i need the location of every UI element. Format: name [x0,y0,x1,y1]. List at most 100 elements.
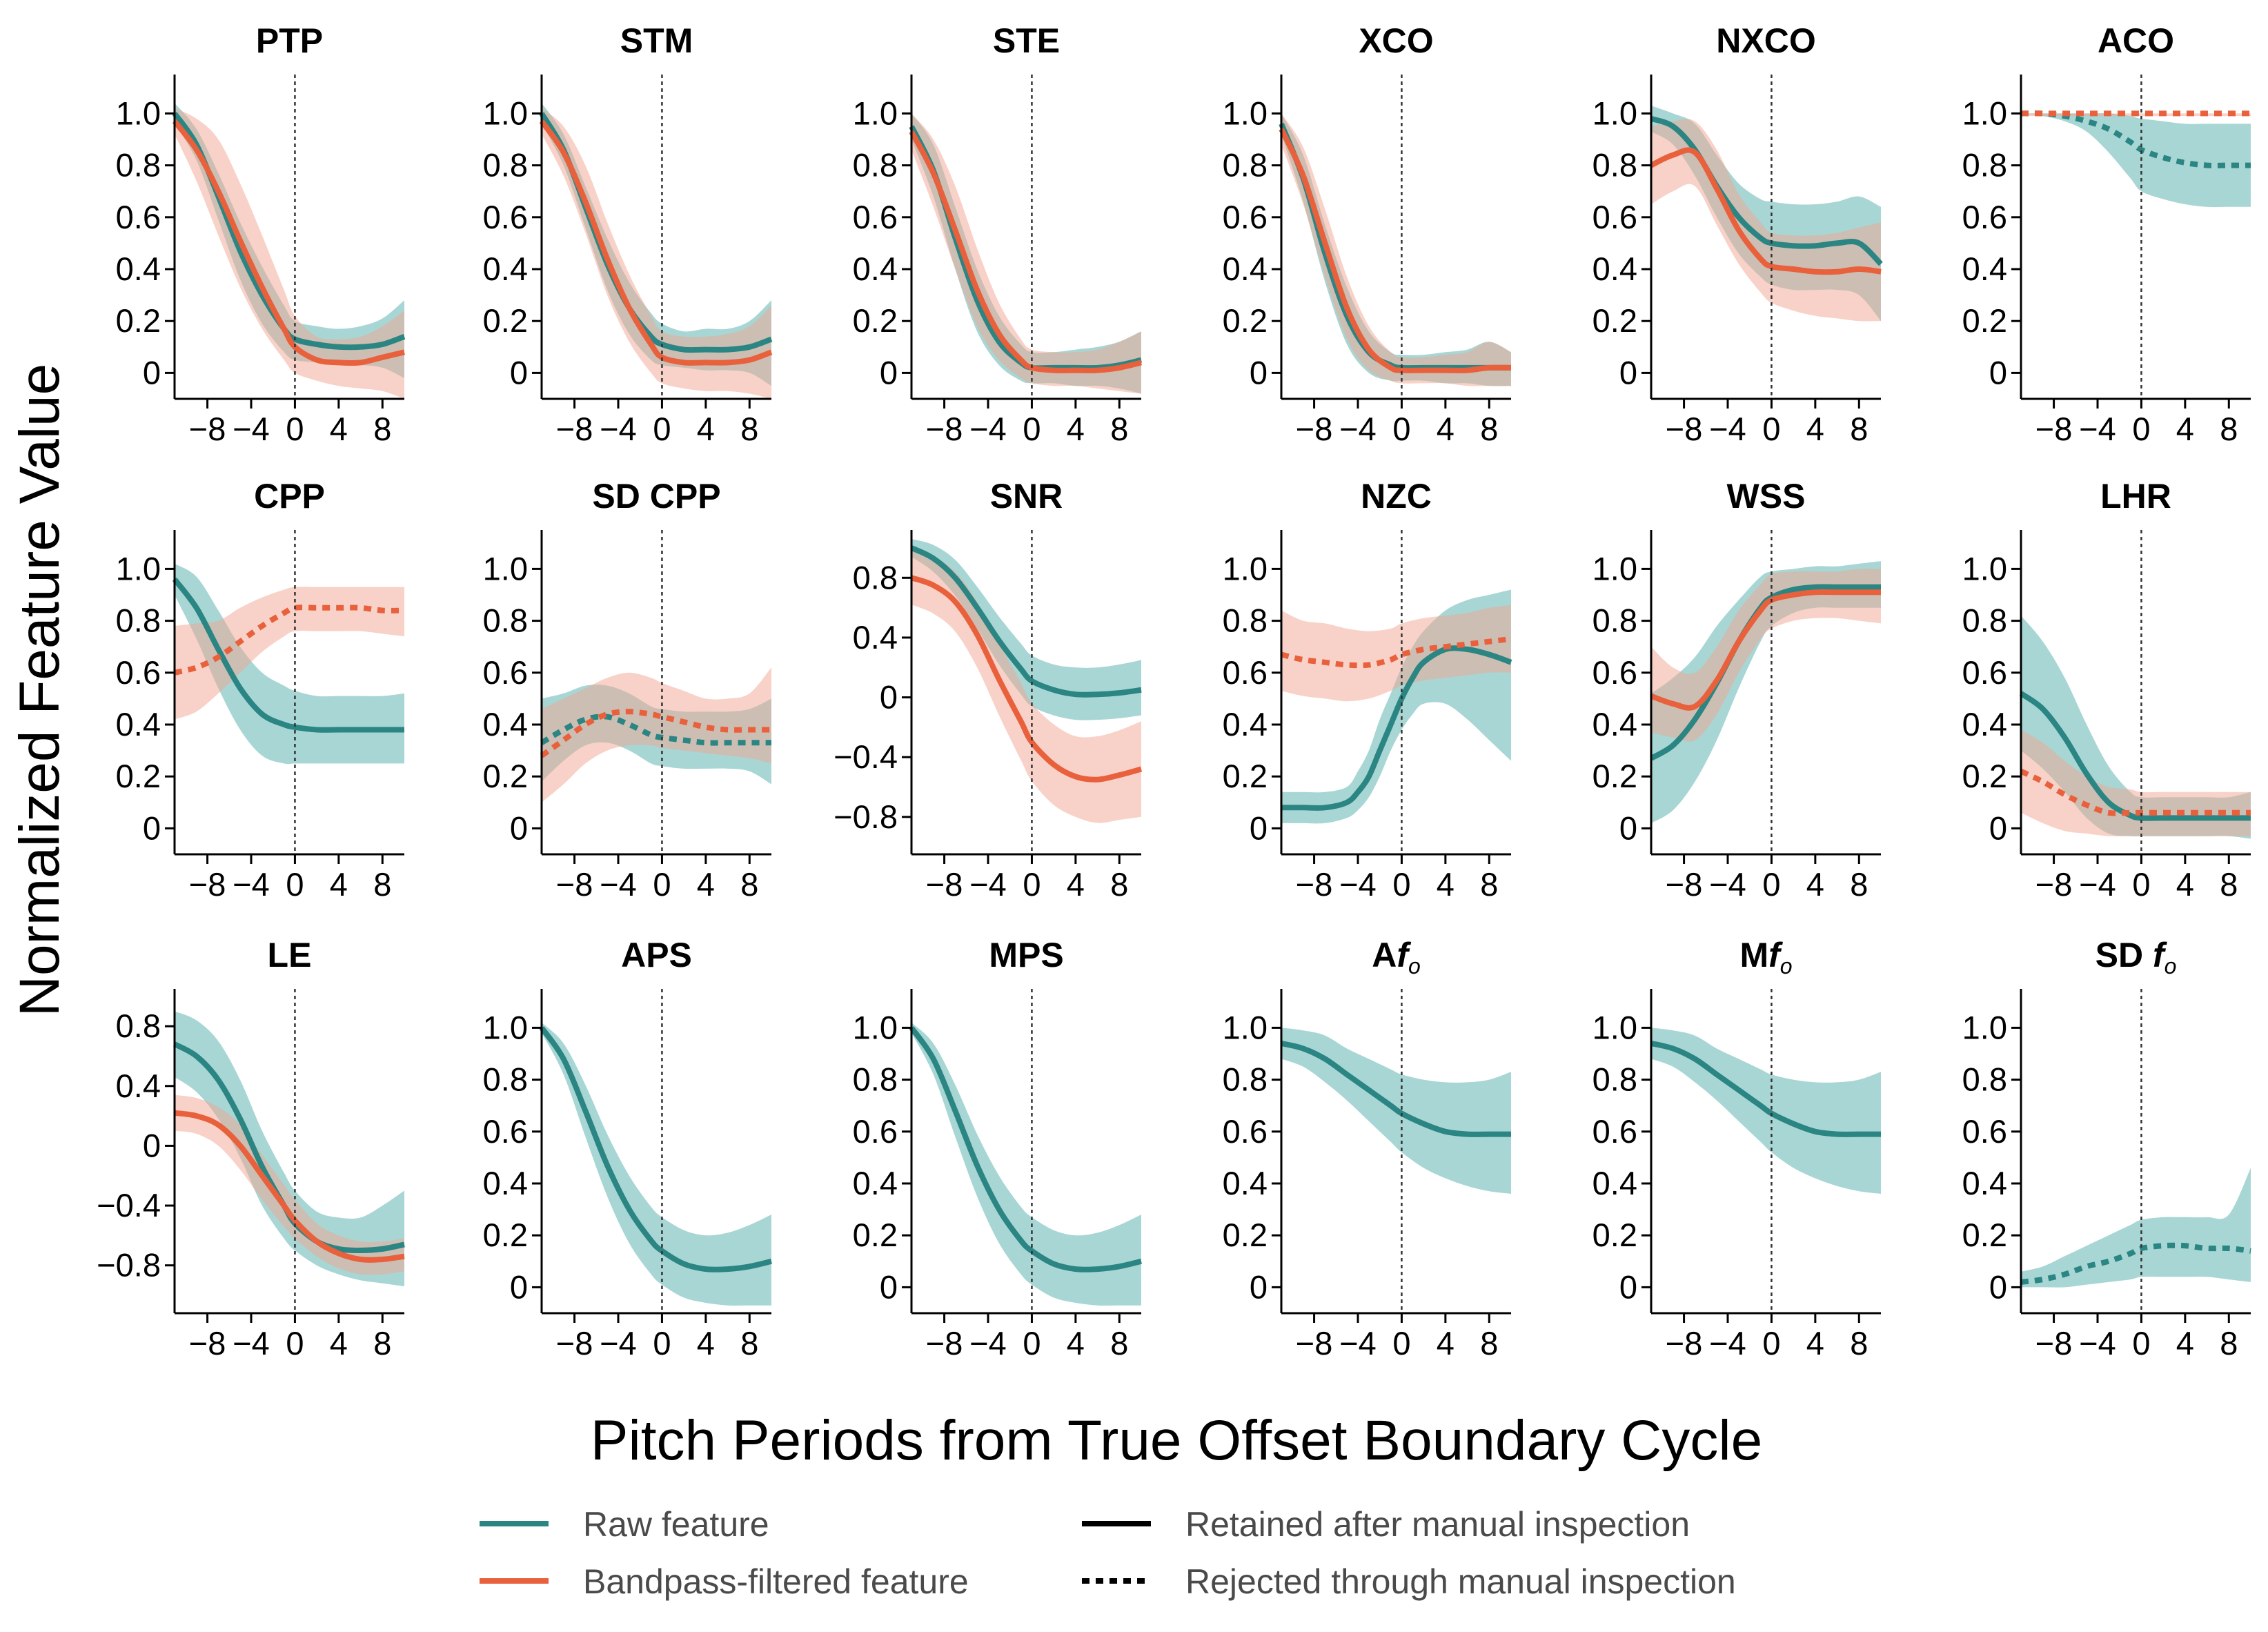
y-tick-label: 0.6 [483,654,528,691]
panel-title: MPS [989,936,1063,974]
x-tick-label: 4 [330,866,348,903]
x-tick-label: 0 [1392,866,1410,903]
y-tick-label: 1.0 [1962,95,2007,131]
y-tick-label: 0 [143,354,161,391]
raw-confidence-band [2021,113,2251,208]
panel-title-subscript: o [2165,954,2177,979]
x-tick-label: 8 [740,866,758,903]
x-tick-label: −4 [600,866,637,903]
x-tick-label: −8 [926,866,963,903]
x-tick-label: −8 [1666,1325,1703,1361]
y-tick-label: 0.6 [1223,1113,1268,1150]
x-tick-label: 0 [2132,411,2150,447]
raw-series-line [1650,116,1883,266]
panel-title: SD fo [2096,936,2177,979]
y-tick-label: 0.6 [1223,654,1268,691]
x-tick-label: −8 [556,866,593,903]
y-tick-label: 0.2 [853,1217,898,1253]
x-tick-label: 0 [1392,411,1410,447]
y-tick-label: 0 [143,809,161,846]
y-tick-label: 0 [1989,809,2007,846]
y-tick-label: 0.4 [853,250,898,287]
y-tick-label: 0.4 [1223,706,1268,743]
x-tick-label: −4 [1339,866,1377,903]
raw-confidence-band [175,1011,404,1286]
x-tick-label: −4 [969,866,1007,903]
y-tick-label: 0.6 [1592,199,1637,235]
x-tick-label: 0 [2132,1325,2150,1361]
bandpass-confidence-band [175,587,404,720]
x-tick-label: −8 [1296,411,1333,447]
y-tick-label: 0 [510,809,528,846]
panel-snr: SNR−0.8−0.400.40.8−8 −4 0 4 8 [834,477,1143,903]
y-tick-label: −0.4 [834,738,898,775]
x-tick-label: 0 [1762,866,1780,903]
y-tick-label: 0.8 [1223,147,1268,184]
raw-confidence-band [2021,1168,2251,1288]
y-tick-label: 1.0 [1962,550,2007,587]
y-tick-label: 0 [880,1268,898,1305]
x-tick-label: −4 [1709,1325,1746,1361]
y-tick-label: 0.6 [1592,1113,1637,1150]
y-tick-label: 0.6 [1962,199,2007,235]
panel-title-subscript: o [1780,954,1793,979]
bandpass-series-line [910,575,1143,783]
x-tick-label: 4 [1806,866,1824,903]
panel-le: LE−0.8−0.400.40.8−8 −4 0 4 8 [97,936,405,1361]
x-tick-label: −8 [926,411,963,447]
x-tick-label: 8 [1850,866,1868,903]
x-tick-label: 4 [1067,411,1085,447]
x-tick-label: −4 [969,411,1007,447]
y-tick-label: 0.2 [483,1217,528,1253]
raw-confidence-band [175,563,404,765]
bandpass-series-line [909,130,1142,373]
x-tick-label: −8 [556,411,593,447]
panel-title: WSS [1727,477,1806,515]
y-tick-label: 0.8 [116,147,161,184]
y-tick-label: 0.6 [116,199,161,235]
y-tick-label: 0.4 [853,1165,898,1201]
panel-title: SD CPP [592,477,720,515]
legend-bandpass-label: Bandpass-filtered feature [583,1562,969,1601]
y-tick-label: −0.4 [97,1187,161,1223]
y-tick-label: 0.6 [1592,654,1637,691]
x-tick-label: −4 [2079,866,2116,903]
y-tick-label: 0.8 [1962,1061,2007,1098]
x-tick-label: 8 [1480,866,1498,903]
x-tick-label: −8 [926,1325,963,1361]
y-axis-label: Normalized Feature Value [8,364,71,1016]
x-tick-label: −4 [2079,1325,2116,1361]
y-tick-label: 1.0 [483,95,528,131]
x-tick-label: 0 [2132,866,2150,903]
x-tick-label: 0 [1023,1325,1041,1361]
x-tick-label: −8 [1296,1325,1333,1361]
x-tick-label: −4 [233,411,270,447]
y-tick-label: 0.6 [483,1113,528,1150]
x-tick-label: −4 [1339,1325,1377,1361]
y-tick-label: 0.8 [483,1061,528,1098]
y-tick-label: 0.2 [853,302,898,339]
legend-retained-label: Retained after manual inspection [1185,1505,1690,1544]
y-tick-label: 0.2 [116,302,161,339]
x-tick-label: 4 [697,866,715,903]
y-tick-label: 1.0 [1962,1009,2007,1045]
x-tick-label: −8 [1666,866,1703,903]
raw-confidence-band [542,1022,771,1306]
raw-series-line [1650,1041,1881,1137]
x-tick-label: −8 [189,411,226,447]
y-tick-label: 1.0 [483,1009,528,1045]
y-tick-label: 0.2 [1592,758,1637,794]
raw-series-line [910,545,1142,698]
y-tick-label: 0 [880,354,898,391]
y-tick-label: 0 [1250,809,1268,846]
x-tick-label: −4 [1709,866,1746,903]
x-tick-label: 8 [2220,1325,2238,1361]
x-tick-label: 8 [1480,411,1498,447]
